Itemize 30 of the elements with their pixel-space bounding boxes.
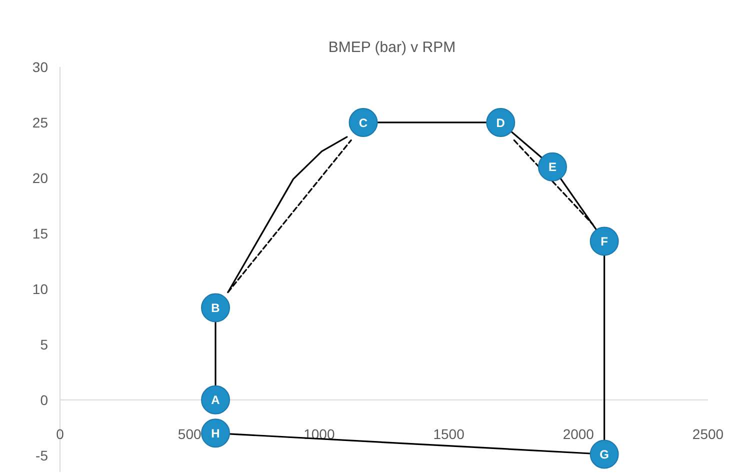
- y-tick-label: 10: [32, 280, 48, 297]
- x-tick-label: 0: [56, 426, 64, 442]
- y-tick-label: 5: [40, 336, 48, 352]
- annotation: H: [211, 426, 220, 440]
- point: [590, 440, 619, 469]
- y-tick-label: 30: [32, 58, 48, 75]
- x-tick-label: 1500: [433, 426, 465, 442]
- y-tick-label: 20: [32, 170, 48, 186]
- point: [201, 293, 230, 322]
- point: [348, 108, 378, 137]
- point: [486, 108, 516, 137]
- point: [201, 385, 230, 414]
- chart-title: BMEP (bar) v RPM: [328, 39, 456, 56]
- x-tick-label: 2000: [562, 426, 594, 442]
- point: [538, 152, 567, 182]
- point: [201, 418, 230, 448]
- annotation: D: [496, 116, 506, 130]
- annotation: B: [211, 301, 220, 316]
- annotation: A: [211, 393, 220, 408]
- annotation: F: [600, 234, 608, 249]
- y-tick-label: 25: [32, 114, 48, 130]
- point: [590, 226, 619, 256]
- y-tick-label: 15: [32, 225, 48, 242]
- annotation: G: [600, 448, 609, 462]
- y-tick-label: -5: [36, 447, 48, 464]
- x-tick-label: 2500: [692, 426, 724, 442]
- annotation: C: [358, 116, 368, 130]
- x-tick-label: 500: [178, 426, 202, 442]
- annotation: E: [548, 160, 556, 174]
- y-tick-label: 0: [40, 392, 48, 408]
